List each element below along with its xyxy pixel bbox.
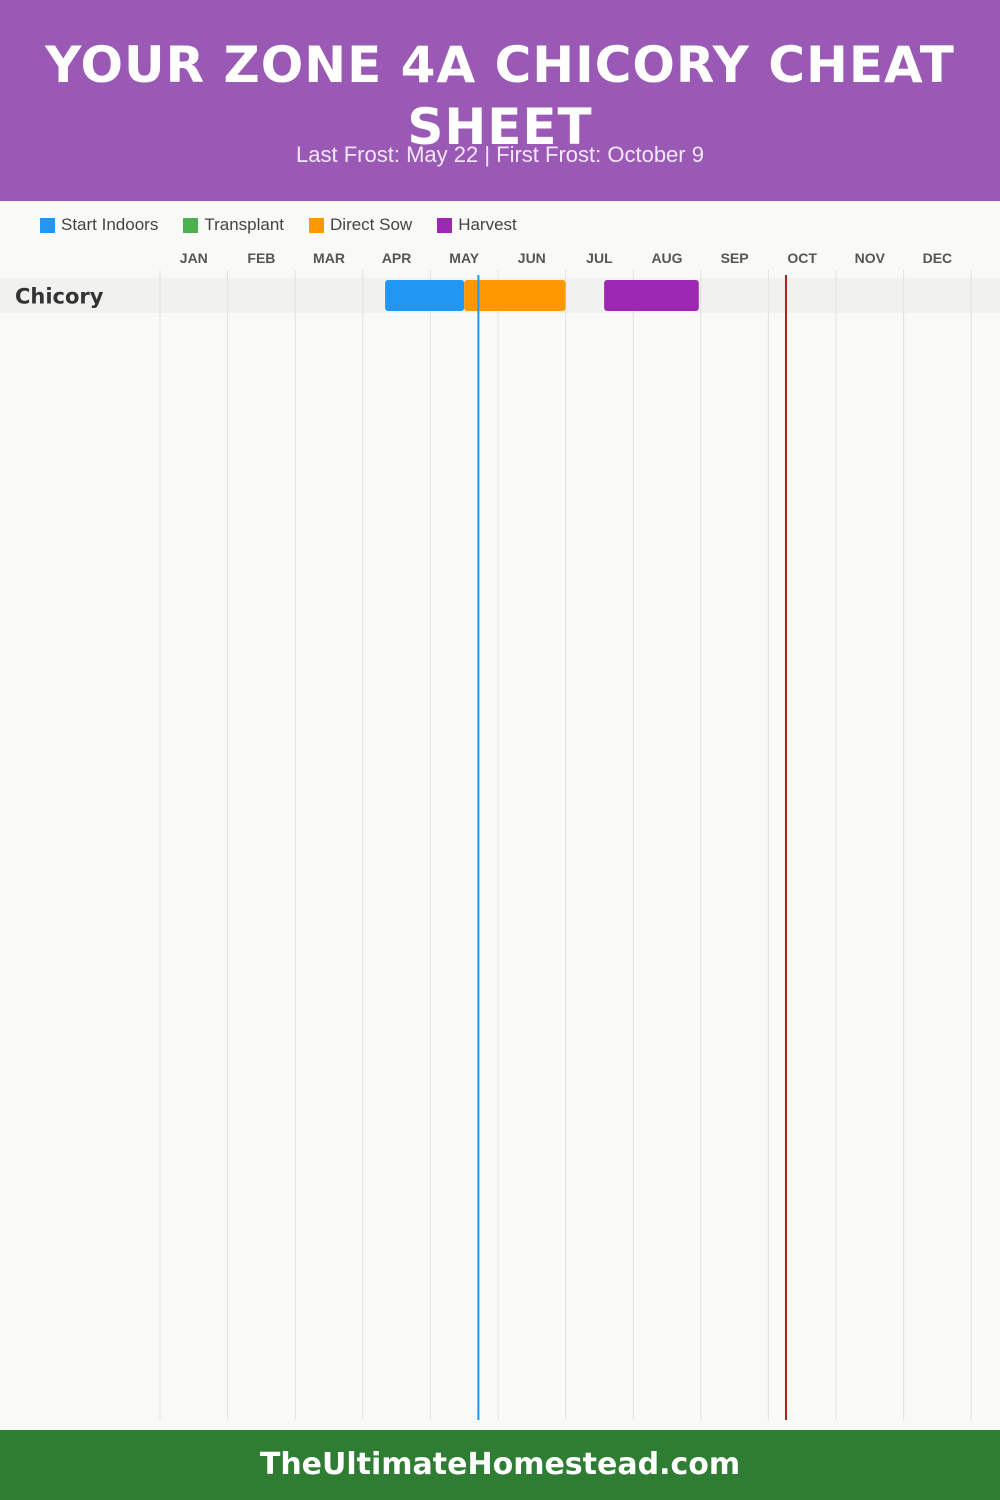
page-title: YOUR ZONE 4A CHICORY CHEAT SHEET: [45, 36, 955, 156]
crop-label: Chicory: [15, 285, 104, 309]
month-label-aug: AUG: [651, 250, 682, 266]
month-label-feb: FEB: [247, 250, 275, 266]
frost-dates-subtitle: Last Frost: May 22 | First Frost: Octobe…: [296, 142, 704, 167]
legend-label: Start Indoors: [61, 215, 159, 234]
header-banner: YOUR ZONE 4A CHICORY CHEAT SHEET Last Fr…: [0, 0, 1000, 201]
legend-item-transplant: Transplant: [183, 215, 284, 235]
legend: Start Indoors Transplant Direct Sow Harv…: [40, 213, 542, 237]
legend-swatch: [309, 217, 325, 233]
legend-item-harvest: Harvest: [437, 215, 517, 235]
month-label-dec: DEC: [923, 250, 953, 266]
month-label-jan: JAN: [180, 250, 208, 266]
planting-calendar-chart: JAN FEB MAR APR MAY JUN JUL AUG SEP OCT NOV DEC Chic…: [0, 250, 1000, 1420]
month-label-apr: APR: [382, 250, 412, 266]
legend-item-start-indoors: Start Indoors: [40, 215, 158, 235]
legend-label: Harvest: [458, 215, 517, 234]
bar-harvest: [604, 280, 699, 311]
bar-direct-sow: [464, 280, 566, 311]
legend-label: Transplant: [204, 215, 285, 234]
legend-swatch: [183, 217, 199, 233]
month-label-mar: MAR: [313, 250, 345, 266]
month-label-may: MAY: [449, 250, 479, 266]
legend-swatch: [40, 217, 55, 233]
month-label-jul: JUL: [586, 250, 613, 266]
footer-site-link[interactable]: TheUltimateHomestead.com: [0, 1430, 1000, 1500]
month-label-sep: SEP: [721, 250, 749, 266]
month-label-jun: JUN: [518, 250, 546, 266]
month-label-oct: OCT: [787, 250, 817, 266]
legend-item-direct-sow: Direct Sow: [309, 215, 412, 235]
month-label-nov: NOV: [855, 250, 886, 266]
legend-swatch: [437, 217, 453, 233]
legend-label: Direct Sow: [330, 215, 413, 234]
bar-start-indoors: [385, 280, 465, 311]
